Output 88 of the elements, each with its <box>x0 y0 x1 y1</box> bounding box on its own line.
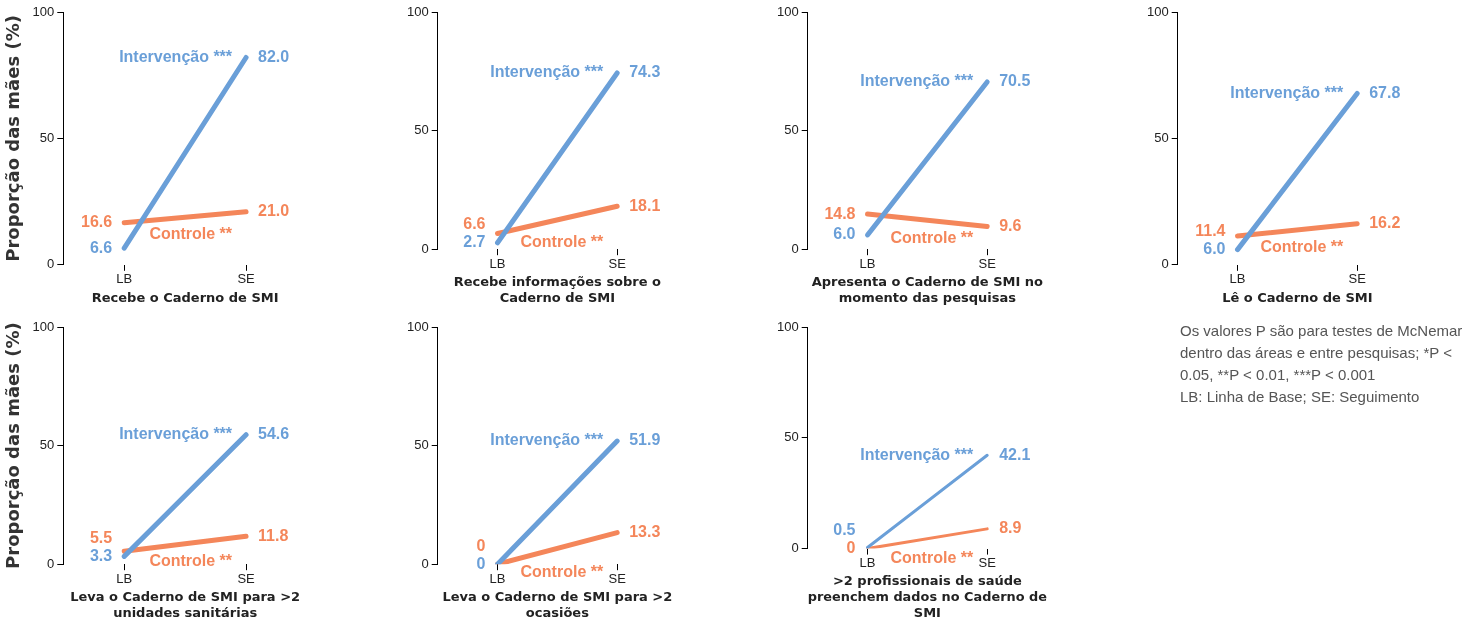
series-label: Controle ** <box>890 229 974 247</box>
data-label: 6.0 <box>833 225 856 243</box>
y-tick-label: 50 <box>784 122 799 138</box>
y-axis-title: Proporção das mães (%) <box>2 15 24 262</box>
series-label: Controle ** <box>149 552 233 570</box>
data-label: 2.7 <box>463 233 486 251</box>
x-axis-title: Leva o Caderno de SMI para >2 unidades sanitárias <box>70 588 301 620</box>
data-label: 11.8 <box>258 526 289 544</box>
data-label: 0 <box>476 554 486 572</box>
series-label: Controle ** <box>890 549 974 567</box>
y-tick-label: 50 <box>784 429 799 445</box>
data-label: 16.6 <box>81 213 113 231</box>
y-tick-label: 100 <box>776 3 799 19</box>
text: LB: Linha de Base; SE: Seguimento <box>1180 387 1421 407</box>
x-tick-label: LB <box>489 570 506 586</box>
series-label: Intervenção *** <box>490 63 604 81</box>
x-axis-title: Recebe informações sobre o Caderno de SMI <box>453 273 662 305</box>
y-tick-label: 100 <box>32 3 55 19</box>
series-label: Controle ** <box>520 562 604 580</box>
y-tick-label: 100 <box>32 318 55 334</box>
data-label: 42.1 <box>999 445 1031 463</box>
x-tick-label: SE <box>237 271 256 287</box>
series-label: Intervenção *** <box>490 431 604 449</box>
x-axis-title: >2 profissionais de saúde preenchem dados no Caderno de SMI <box>807 573 1048 620</box>
data-label: 13.3 <box>629 523 661 541</box>
data-label: 18.1 <box>629 196 661 214</box>
x-tick-label: SE <box>978 255 997 271</box>
x-tick-label: LB <box>859 255 876 271</box>
data-label: 54.6 <box>258 425 290 443</box>
data-label: 0 <box>846 539 856 557</box>
x-axis-title: Apresenta o Caderno de SMI no momento das pesquisas <box>811 273 1044 305</box>
x-tick-label: LB <box>1229 271 1246 287</box>
data-label: 11.4 <box>1195 222 1226 240</box>
y-tick-label: 50 <box>39 437 55 453</box>
series-label: Intervenção *** <box>1230 83 1344 101</box>
data-label: 51.9 <box>629 431 661 449</box>
x-tick-label: SE <box>237 570 256 586</box>
data-label: 16.2 <box>1369 214 1401 232</box>
data-label: 14.8 <box>824 204 856 222</box>
text: Os valores P são para testes de McNemar dentro das áreas e entre pesquisas; *P < 0.05, **P < 0.01, ***P < 0.001 <box>1180 321 1464 385</box>
x-tick-label: LB <box>859 554 876 570</box>
x-tick-label: LB <box>116 570 133 586</box>
data-label: 74.3 <box>629 63 661 81</box>
series-label: Intervenção *** <box>119 425 233 443</box>
y-axis-title: Proporção das mães (%) <box>2 322 24 569</box>
series-label: Intervenção *** <box>119 47 233 65</box>
x-axis-title: Leva o Caderno de SMI para >2 ocasiões <box>442 588 673 620</box>
series-label: Controle ** <box>149 224 233 242</box>
data-label: 8.9 <box>999 519 1022 537</box>
x-tick-label: SE <box>1348 271 1367 287</box>
data-label: 6.6 <box>89 238 113 256</box>
y-tick-label: 0 <box>421 240 429 256</box>
y-tick-label: 100 <box>406 3 429 19</box>
y-tick-label: 0 <box>791 240 799 256</box>
data-label: 3.3 <box>89 546 113 564</box>
data-label: 0 <box>476 536 486 554</box>
data-label: 82.0 <box>258 47 290 65</box>
x-tick-label: SE <box>608 570 627 586</box>
y-tick-label: 50 <box>1154 129 1169 145</box>
data-label: 67.8 <box>1369 83 1401 101</box>
y-tick-label: 0 <box>47 256 55 272</box>
y-tick-label: 0 <box>1161 256 1169 272</box>
y-tick-label: 50 <box>414 437 429 453</box>
x-tick-label: LB <box>489 255 506 271</box>
data-label: 70.5 <box>999 72 1031 90</box>
x-tick-label: SE <box>978 554 997 570</box>
series-label: Intervenção *** <box>860 72 974 90</box>
series-label: Controle ** <box>1260 238 1344 256</box>
y-tick-label: 0 <box>791 540 799 556</box>
y-tick-label: 0 <box>47 555 55 571</box>
x-axis-title: Recebe o Caderno de SMI <box>91 289 279 305</box>
data-label: 21.0 <box>258 202 290 220</box>
x-tick-label: LB <box>116 271 133 287</box>
data-label: 6.6 <box>463 215 486 233</box>
x-axis-title: Lê o Caderno de SMI <box>1222 289 1373 305</box>
x-tick-label: SE <box>608 255 627 271</box>
y-tick-label: 50 <box>414 122 429 138</box>
y-tick-label: 0 <box>421 555 429 571</box>
y-tick-label: 50 <box>39 129 55 145</box>
data-label: 9.6 <box>999 216 1022 234</box>
y-tick-label: 100 <box>776 318 799 334</box>
data-label: 0.5 <box>833 521 856 539</box>
data-label: 5.5 <box>89 528 113 546</box>
y-tick-label: 100 <box>406 318 429 334</box>
series-label: Intervenção *** <box>860 445 974 463</box>
series-label: Controle ** <box>520 232 604 250</box>
y-tick-label: 100 <box>1146 3 1169 19</box>
data-label: 6.0 <box>1203 240 1226 258</box>
